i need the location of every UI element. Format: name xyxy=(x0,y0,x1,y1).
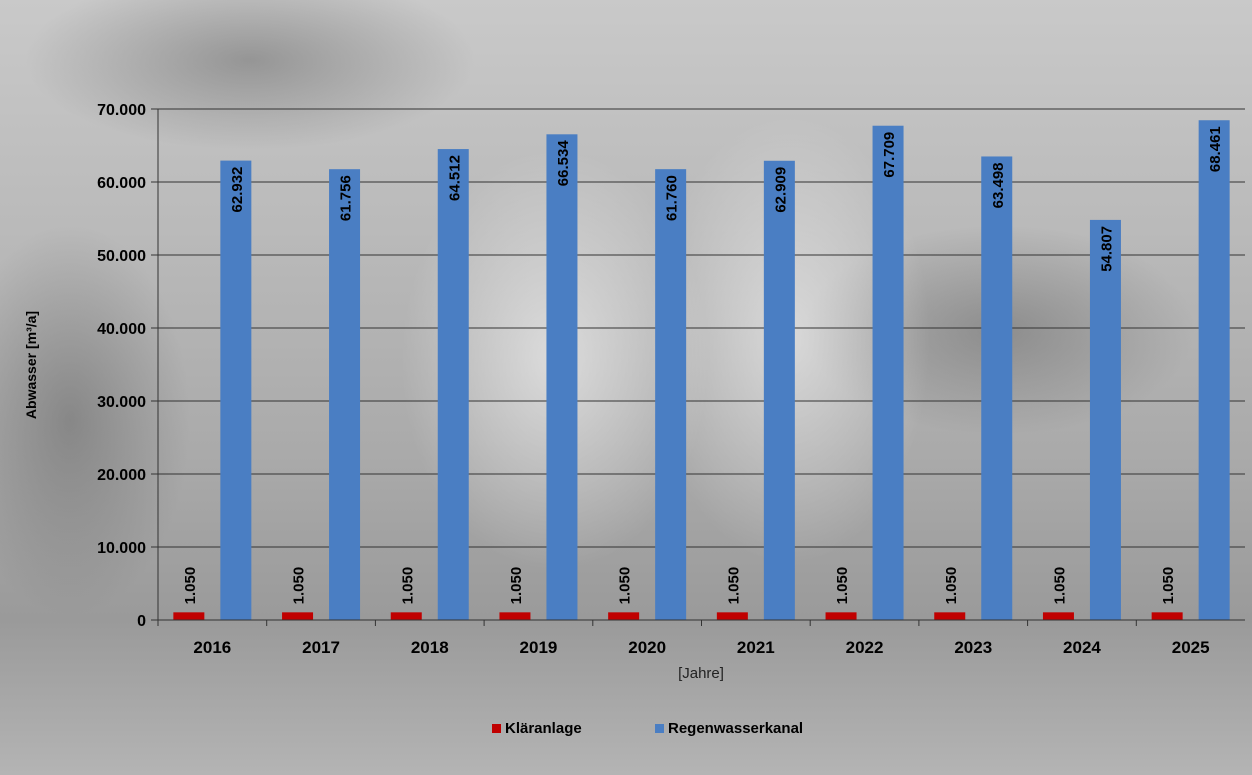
bar-regenwasserkanal-2017 xyxy=(329,169,361,620)
y-tick-label: 0 xyxy=(137,613,146,630)
data-label: 67.709 xyxy=(881,132,898,178)
legend-label: Regenwasserkanal xyxy=(668,720,803,737)
data-label: 66.534 xyxy=(555,140,572,187)
data-label: 64.512 xyxy=(446,155,463,201)
bar-klaeranlage-2022 xyxy=(825,612,857,620)
data-label: 61.760 xyxy=(664,175,681,221)
legend-swatch xyxy=(655,724,664,733)
bar-regenwasserkanal-2016 xyxy=(220,160,252,620)
x-tick-label: 2024 xyxy=(1063,638,1101,657)
x-tick-label: 2023 xyxy=(954,638,992,657)
bar-regenwasserkanal-2020 xyxy=(655,169,687,621)
y-tick-label: 60.000 xyxy=(97,175,146,192)
bar-klaeranlage-2019 xyxy=(499,612,531,620)
legend-item: Regenwasserkanal xyxy=(655,720,803,737)
data-label: 1.050 xyxy=(725,567,742,605)
legend-label: Kläranlage xyxy=(505,720,582,737)
legend: Kläranlage Regenwasserkanal xyxy=(492,720,803,737)
bar-regenwasserkanal-2022 xyxy=(872,125,904,620)
y-tick-label: 30.000 xyxy=(97,394,146,411)
bar-klaeranlage-2016 xyxy=(173,612,205,620)
x-tick-label: 2016 xyxy=(193,638,231,657)
bar-klaeranlage-2021 xyxy=(716,612,748,620)
x-tick-label: 2018 xyxy=(411,638,449,657)
y-tick-label: 70.000 xyxy=(97,102,146,119)
data-label: 1.050 xyxy=(399,567,416,605)
legend-swatch xyxy=(492,724,501,733)
gridlines xyxy=(158,108,1245,548)
bar-regenwasserkanal-2021 xyxy=(763,160,795,621)
x-axis-title: [Jahre] xyxy=(678,665,724,682)
bar-klaeranlage-2024 xyxy=(1042,612,1074,620)
bar-regenwasserkanal-2024 xyxy=(1089,219,1121,620)
data-labels: 1.050 62.932 1.050 61.756 1.050 64.512 1.050 66… xyxy=(182,126,1224,604)
bar-regenwasserkanal-2023 xyxy=(981,156,1013,620)
x-tick-label: 2017 xyxy=(302,638,340,657)
bar-klaeranlage-2025 xyxy=(1151,612,1183,620)
x-tick-label: 2019 xyxy=(520,638,558,657)
bars xyxy=(173,120,1230,621)
bar-klaeranlage-2020 xyxy=(608,612,640,620)
data-label: 1.050 xyxy=(1051,567,1068,605)
axes: 0 10.000 20.000 30.000 40.000 50.000 60.000 70.… xyxy=(97,102,1245,657)
data-label: 1.050 xyxy=(182,567,199,605)
x-tick-label: 2021 xyxy=(737,638,775,657)
data-label: 1.050 xyxy=(1160,567,1177,605)
y-tick-label: 50.000 xyxy=(97,248,146,265)
bar-klaeranlage-2023 xyxy=(934,612,966,620)
x-tick-label: 2025 xyxy=(1172,638,1210,657)
data-label: 1.050 xyxy=(508,567,525,605)
data-label: 62.909 xyxy=(772,167,789,213)
bar-klaeranlage-2018 xyxy=(390,612,422,620)
bar-regenwasserkanal-2018 xyxy=(437,149,469,621)
data-label: 61.756 xyxy=(338,175,355,221)
bar-regenwasserkanal-2019 xyxy=(546,134,578,620)
bar-regenwasserkanal-2025 xyxy=(1198,120,1230,620)
data-label: 54.807 xyxy=(1098,226,1115,272)
bar-klaeranlage-2017 xyxy=(282,612,314,620)
data-label: 1.050 xyxy=(943,567,960,605)
data-label: 62.932 xyxy=(229,167,246,213)
data-label: 68.461 xyxy=(1207,126,1224,172)
y-tick-label: 10.000 xyxy=(97,540,146,557)
x-tick-label: 2020 xyxy=(628,638,666,657)
data-label: 1.050 xyxy=(834,567,851,605)
data-label: 63.498 xyxy=(990,162,1007,208)
y-tick-label: 40.000 xyxy=(97,321,146,338)
y-axis-title: Abwasser [m³/a] xyxy=(23,311,39,419)
legend-item: Kläranlage xyxy=(492,720,582,737)
data-label: 1.050 xyxy=(291,567,308,605)
data-label: 1.050 xyxy=(617,567,634,605)
y-tick-label: 20.000 xyxy=(97,467,146,484)
x-tick-label: 2022 xyxy=(846,638,884,657)
